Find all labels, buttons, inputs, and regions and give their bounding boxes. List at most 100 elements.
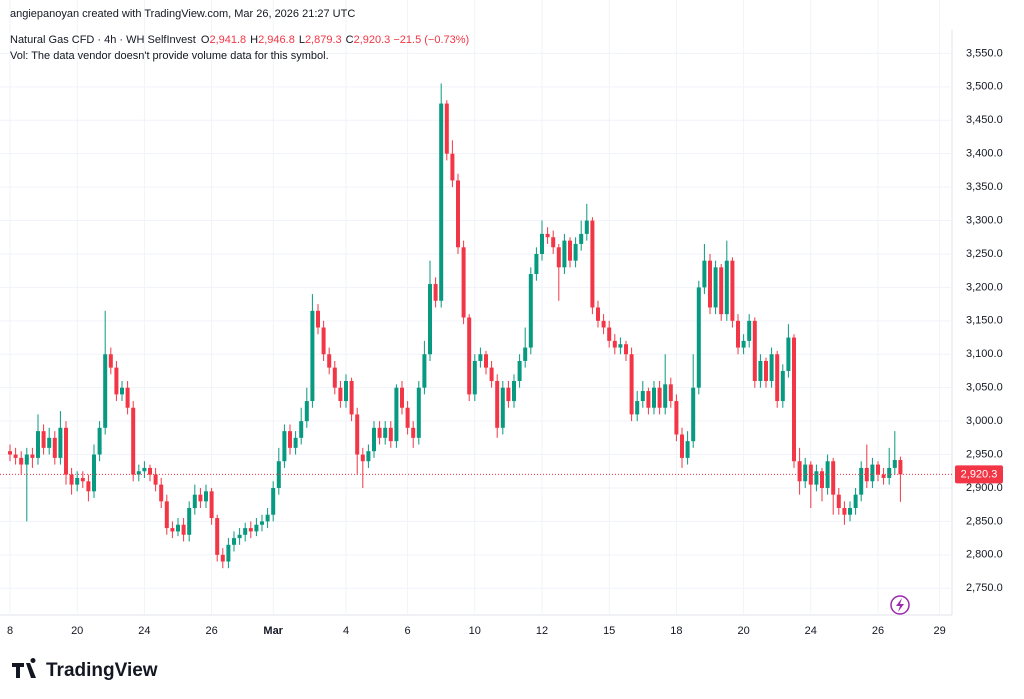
candle-body: [842, 508, 847, 515]
candle-body: [870, 464, 875, 482]
candle-body: [803, 464, 808, 482]
candle-body: [187, 508, 192, 535]
candle-body: [153, 474, 158, 485]
y-tick-label: 3,550.0: [966, 47, 1003, 59]
candle-body: [288, 431, 292, 448]
candle-body: [663, 384, 668, 408]
candle-body: [489, 367, 494, 381]
candle-body: [652, 387, 656, 408]
candle-body: [332, 367, 337, 388]
candle-body: [220, 554, 225, 562]
candle-body: [321, 327, 326, 355]
candle-body: [254, 524, 259, 532]
candle-body: [484, 354, 488, 368]
candle-body: [764, 360, 768, 381]
candle-body: [276, 461, 281, 488]
candle-body: [316, 310, 320, 328]
candle-body: [416, 387, 421, 438]
candle-body: [562, 240, 567, 268]
candle-body: [377, 427, 382, 438]
candle-body: [758, 360, 763, 381]
candle-body: [640, 391, 645, 402]
candle-body: [355, 414, 360, 455]
candle-body: [680, 434, 684, 458]
candle-body: [271, 487, 276, 515]
candle-body: [696, 287, 701, 388]
candle-body: [58, 427, 63, 458]
candle-body: [691, 387, 696, 442]
candle-body: [590, 220, 595, 308]
candle-body: [36, 431, 40, 458]
last-price-tag: [955, 465, 1003, 484]
candle-body: [814, 471, 819, 485]
candle-body: [92, 454, 96, 492]
candle-body: [719, 267, 724, 315]
candle-body: [125, 387, 130, 408]
y-tick-label: 2,950.0: [966, 448, 1003, 460]
candle-body: [181, 524, 186, 535]
candle-body: [41, 431, 46, 448]
candle-body: [360, 454, 365, 462]
candle-body: [752, 320, 757, 381]
candle-body: [444, 103, 449, 154]
candle-body: [853, 494, 858, 509]
y-tick-label: 3,350.0: [966, 181, 1003, 193]
y-tick-label: 3,050.0: [966, 382, 1003, 394]
logo: TradingView: [12, 658, 158, 681]
candle-body: [769, 354, 774, 381]
legend: Natural Gas CFD · 4h · WH SelfInvest O2,…: [10, 34, 469, 46]
candle-body: [69, 474, 74, 485]
candle-body: [450, 153, 455, 181]
candle-body: [612, 340, 617, 348]
candle-body: [708, 260, 712, 308]
x-tick-label: 24: [805, 625, 817, 637]
candle-body: [792, 337, 796, 462]
candle-body: [556, 247, 561, 268]
logo-mark: [12, 658, 36, 678]
candle-body: [198, 494, 203, 502]
candle-body: [310, 310, 315, 402]
candle-body: [836, 494, 841, 509]
x-tick-label: 24: [138, 625, 150, 637]
candle-body: [108, 354, 113, 368]
candle-body: [411, 427, 416, 438]
y-tick-label: 2,750.0: [966, 582, 1003, 594]
candle-body: [148, 467, 152, 475]
candle-body: [8, 451, 12, 455]
candle-body: [540, 233, 544, 254]
candle-body: [797, 461, 802, 482]
candle-body: [876, 464, 880, 475]
candle-body: [831, 461, 836, 495]
field-value: 2,946.8: [258, 34, 295, 46]
x-tick-label: Mar: [263, 625, 283, 637]
candle-body: [702, 260, 707, 288]
x-tick-label: 26: [872, 625, 884, 637]
candle-body: [304, 401, 309, 422]
candle-body: [747, 320, 752, 341]
y-tick-label: 2,800.0: [966, 549, 1003, 561]
candle-body: [47, 437, 52, 448]
candle-body: [136, 471, 141, 475]
field-value: 2,879.3: [304, 34, 342, 46]
candle-body: [237, 534, 242, 539]
y-tick-label: 2,900.0: [966, 482, 1003, 494]
y-tick-label: 2,850.0: [966, 515, 1003, 527]
candle-body: [293, 437, 298, 448]
candle-body: [433, 284, 438, 301]
candle-body: [864, 467, 869, 482]
candle-body: [204, 491, 208, 502]
candle-body: [97, 427, 102, 455]
candle-body: [668, 384, 673, 402]
candle-body: [472, 360, 477, 395]
candle-body: [517, 360, 522, 381]
candle-body: [103, 354, 108, 428]
x-tick-label: 12: [536, 625, 548, 637]
y-tick-label: 3,150.0: [966, 315, 1003, 327]
candle-body: [730, 260, 735, 321]
field-value: 2,941.8: [209, 34, 247, 46]
candle-body: [13, 454, 18, 458]
candle-body: [528, 274, 533, 348]
candle-body: [299, 421, 304, 438]
